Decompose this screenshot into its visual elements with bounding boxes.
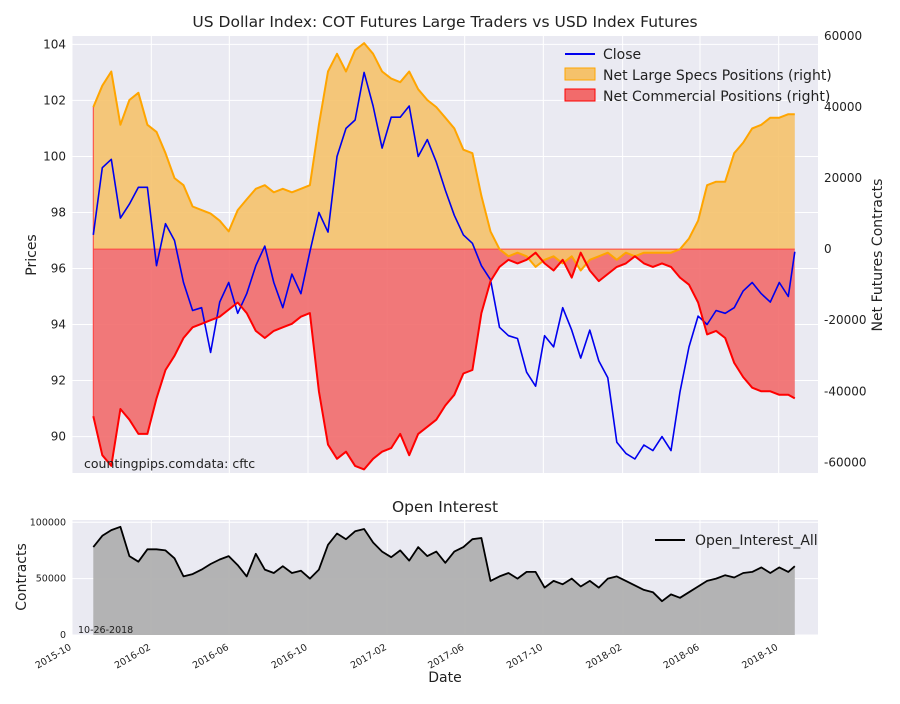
open-interest-y-label: Contracts: [14, 543, 30, 611]
date-x-ticks: 2015-10 2016-02 2016-06 2016-10 2017-02 2017-…: [34, 642, 781, 671]
specs-line: [92, 42, 795, 272]
open-interest-y-tick-label: 0: [60, 630, 66, 641]
x-tick-label: 2017-02: [349, 642, 389, 671]
legend-specs-label: Net Large Specs Positions (right): [603, 68, 832, 84]
main-legend: Close Net Large Specs Positions (right) …: [564, 47, 832, 105]
left-y-axis-label: Prices: [24, 234, 40, 275]
open-interest-area: [92, 525, 796, 635]
legend-close-label: Close: [603, 47, 641, 63]
commercial-line: [92, 251, 796, 471]
right-y-tick-label: 60000: [824, 29, 862, 43]
close-line: [92, 71, 796, 460]
right-y-tick-label: 0: [824, 242, 832, 256]
date-x-axis-label: Date: [428, 670, 461, 686]
x-tick-label: 2017-10: [505, 642, 545, 671]
open-interest-legend: Open_Interest_All: [655, 533, 818, 549]
legend-specs-swatch: [564, 67, 596, 81]
date-annotation: 10-26-2018: [78, 625, 133, 636]
x-tick-label: 2016-02: [113, 642, 153, 671]
right-y-tick-label: -40000: [824, 384, 867, 398]
open-interest-y-tick-label: 50000: [36, 574, 66, 585]
specs-area: [93, 43, 795, 271]
main-chart-title: US Dollar Index: COT Futures Large Trade…: [192, 13, 697, 31]
x-tick-label: 2018-06: [662, 642, 702, 671]
left-y-tick-label: 90: [51, 430, 66, 444]
left-y-tick-label: 100: [43, 149, 66, 163]
right-y-ticks: -60000 -40000 -20000 0 20000 40000 60000: [824, 29, 867, 469]
right-y-tick-label: -60000: [824, 455, 867, 469]
x-tick-label: 2018-10: [740, 642, 780, 671]
left-y-tick-label: 92: [51, 374, 66, 388]
left-y-tick-label: 96: [51, 262, 66, 276]
x-tick-label: 2015-10: [34, 642, 74, 671]
x-tick-label: 2017-06: [426, 642, 466, 671]
open-interest-title: Open Interest: [392, 498, 498, 516]
main-lines: [92, 42, 796, 471]
open-interest-line: [92, 525, 796, 603]
open-interest-y-ticks: 0 50000 100000: [30, 517, 66, 641]
left-y-tick-label: 104: [43, 37, 66, 51]
legend-commercial-swatch: [564, 88, 596, 102]
right-y-tick-label: 40000: [824, 100, 862, 114]
open-interest-y-tick-label: 100000: [30, 517, 66, 528]
x-tick-label: 2018-02: [584, 642, 624, 671]
legend-commercial-label: Net Commercial Positions (right): [603, 89, 830, 105]
left-y-tick-label: 98: [51, 205, 66, 219]
x-tick-label: 2016-10: [270, 642, 310, 671]
data-annotation: data: cftc: [196, 456, 255, 471]
right-y-axis-label: Net Futures Contracts: [870, 179, 886, 332]
left-y-tick-label: 102: [43, 93, 66, 107]
source-annotation: countingpips.com: [84, 456, 195, 471]
right-y-tick-label: 20000: [824, 171, 862, 185]
left-y-ticks: 90 92 94 96 98 100 102 104: [43, 37, 66, 443]
x-tick-label: 2016-06: [191, 642, 231, 671]
right-y-tick-label: -20000: [824, 313, 867, 327]
open-interest-fill: [93, 526, 795, 635]
commercial-area: [93, 249, 795, 470]
legend-open-interest-label: Open_Interest_All: [695, 533, 818, 549]
left-y-tick-label: 94: [51, 318, 66, 332]
